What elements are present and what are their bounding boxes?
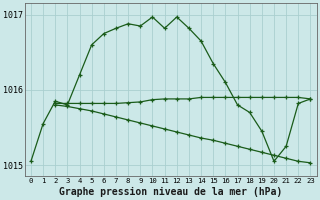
X-axis label: Graphe pression niveau de la mer (hPa): Graphe pression niveau de la mer (hPa): [59, 186, 282, 197]
